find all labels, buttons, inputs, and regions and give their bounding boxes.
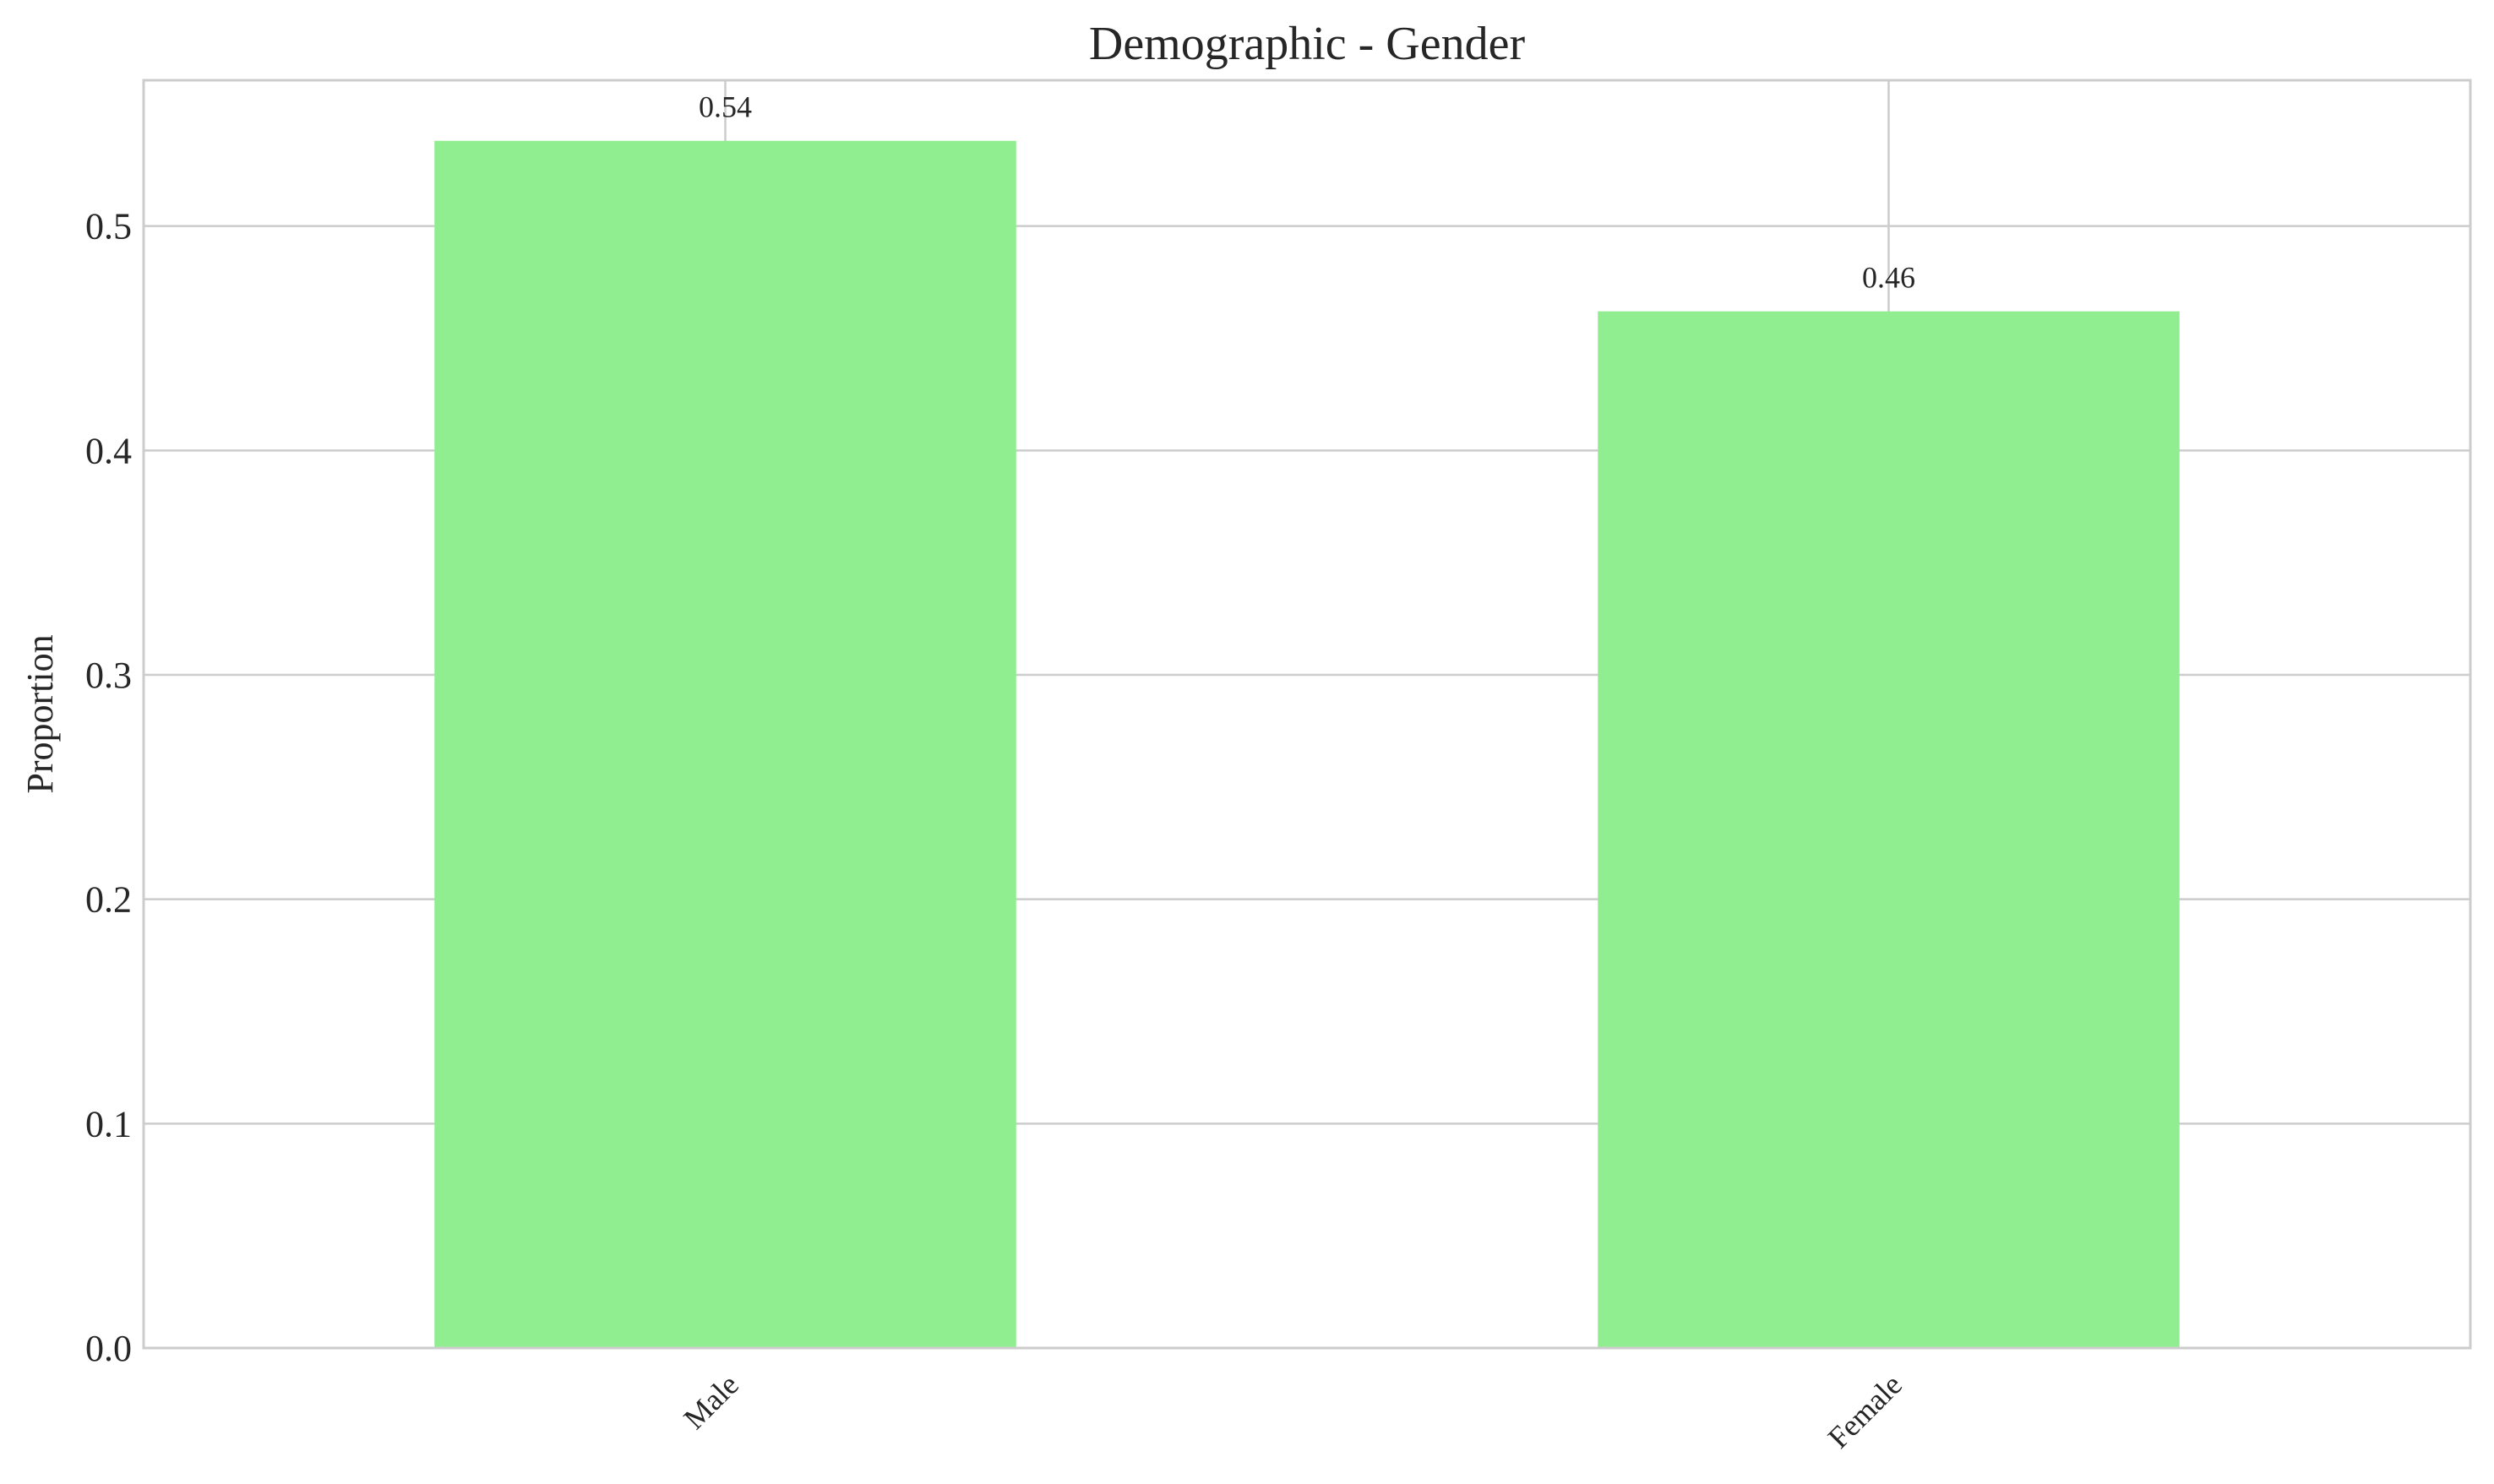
y-tick-label: 0.5 [85,206,132,247]
axes-frame [142,79,2472,1350]
y-tick-label: 0.0 [85,1328,132,1369]
y-tick-label: 0.3 [85,655,132,696]
y-tick-label: 0.1 [85,1103,132,1144]
y-tick-label: 0.2 [85,879,132,921]
bars [434,140,2180,1348]
bar-female [1598,311,2180,1348]
data-label: 0.46 [1862,261,1915,295]
chart-title: Demographic - Gender [1089,18,1526,70]
y-axis-ticks: 0.0 0.1 0.2 0.3 0.4 0.5 [85,206,132,1369]
data-label: 0.54 [699,90,752,124]
y-axis-label: Proportion [19,634,61,793]
y-tick-label: 0.4 [85,430,132,471]
data-labels: 0.54 0.46 [699,90,1915,295]
bar-male [434,140,1016,1348]
